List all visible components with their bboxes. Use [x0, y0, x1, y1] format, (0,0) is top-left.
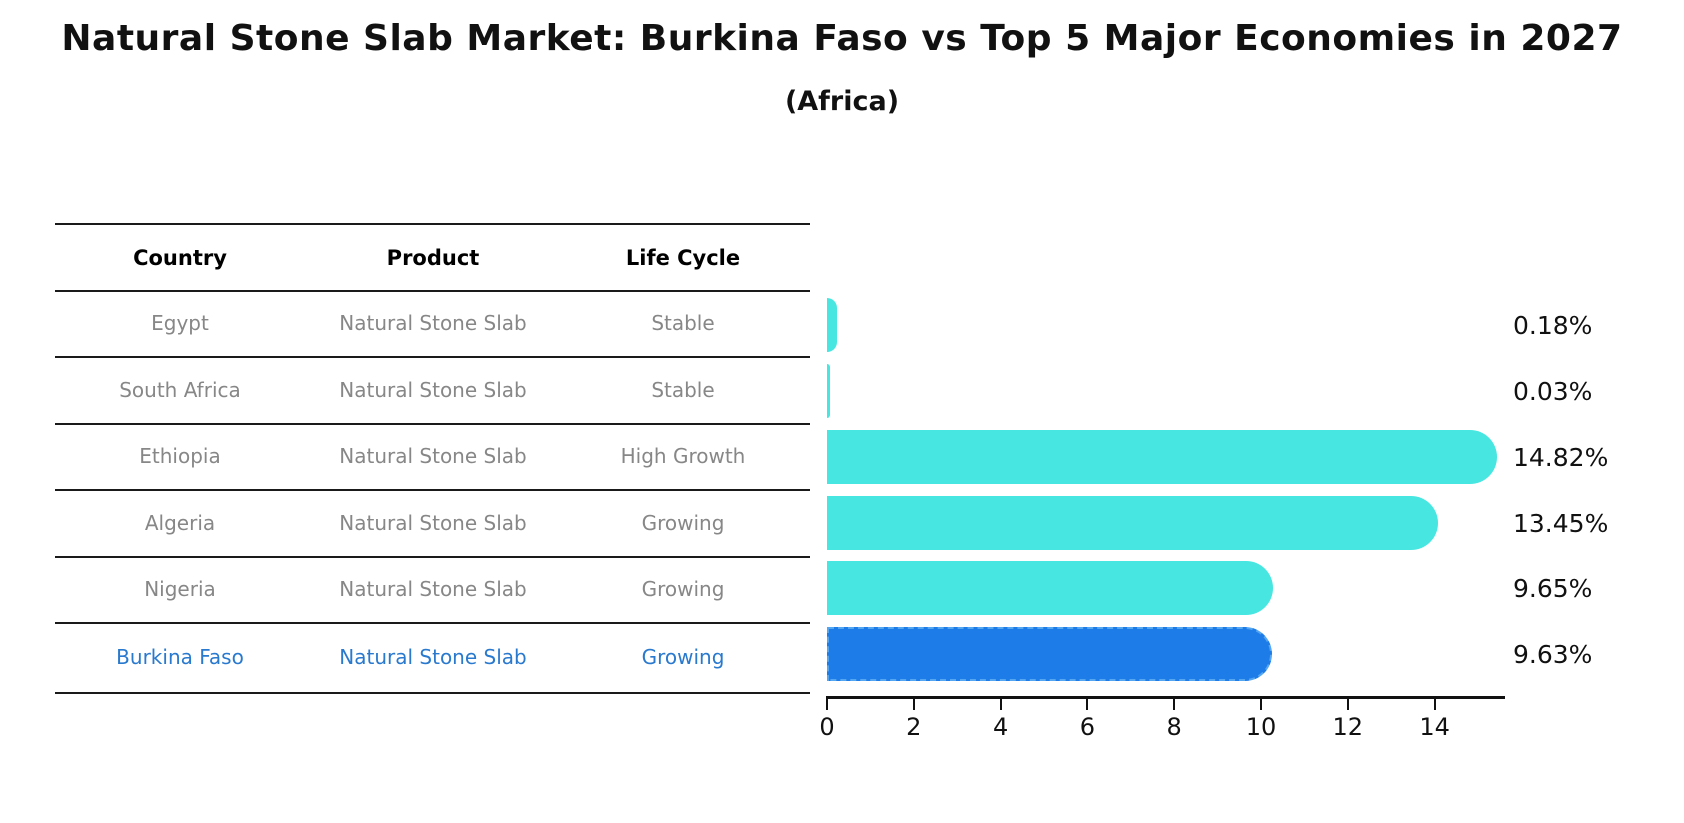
cell-country: Algeria — [144, 510, 216, 535]
x-tick-label: 0 — [819, 713, 835, 741]
cell-product: Natural Stone Slab — [339, 377, 527, 402]
x-tick-mark — [1086, 699, 1089, 710]
cell-product: Natural Stone Slab — [339, 311, 527, 335]
x-tick-label: 6 — [1079, 713, 1096, 741]
table-row-highlighted: Burkina Faso Natural Stone Slab Growing — [55, 622, 810, 692]
table-header-row: Country Product Life Cycle — [55, 225, 810, 290]
cell-country: Nigeria — [144, 577, 216, 601]
x-tick-label: 8 — [1166, 713, 1182, 741]
x-axis-line — [826, 696, 1505, 699]
table-bottom-line — [55, 692, 810, 694]
cell-country: Egypt — [151, 311, 209, 335]
x-tick-mark — [912, 699, 915, 710]
value-label-algeria: 13.45% — [1513, 508, 1609, 538]
cell-life-cycle: Growing — [641, 577, 725, 601]
x-tick-label: 4 — [992, 713, 1009, 741]
header-life-cycle: Life Cycle — [625, 245, 741, 270]
bar-ethiopia — [827, 430, 1498, 484]
x-tick-mark — [1173, 699, 1176, 710]
table-row-line — [55, 356, 810, 358]
value-label-egypt: 0.18% — [1513, 310, 1593, 340]
table-row-line — [55, 489, 810, 491]
table-row-line — [55, 556, 810, 558]
x-tick-label: 2 — [906, 713, 922, 741]
chart-title: Natural Stone Slab Market: Burkina Faso … — [61, 18, 1623, 59]
table-row: Egypt Natural Stone Slab Stable — [55, 290, 810, 356]
table-header-line — [55, 290, 810, 292]
table-row: Algeria Natural Stone Slab Growing — [55, 489, 810, 556]
value-label-ethiopia: 14.82% — [1513, 442, 1609, 472]
x-tick-mark — [826, 699, 828, 710]
value-label-nigeria: 9.65% — [1513, 573, 1593, 603]
table-row: South Africa Natural Stone Slab Stable — [55, 356, 810, 423]
x-tick-mark — [1433, 699, 1436, 710]
table-row: Nigeria Natural Stone Slab Growing — [55, 556, 810, 622]
header-country: Country — [133, 245, 227, 270]
cell-country: Burkina Faso — [116, 645, 244, 669]
bar-burkina-faso — [827, 627, 1272, 681]
x-tick-mark — [999, 699, 1002, 710]
cell-life-cycle: Growing — [641, 510, 725, 535]
bar-egypt — [827, 298, 837, 352]
x-tick-label: 14 — [1419, 713, 1450, 741]
value-label-burkina-faso: 9.63% — [1513, 639, 1593, 669]
x-tick-label: 12 — [1332, 713, 1364, 741]
cell-life-cycle: Growing — [641, 645, 725, 669]
table-row-line — [55, 423, 810, 425]
table-top-line — [55, 223, 810, 225]
x-tick-label: 10 — [1245, 713, 1277, 741]
cell-product: Natural Stone Slab — [339, 645, 527, 669]
x-tick-mark — [1260, 699, 1262, 710]
bar-south-africa — [827, 364, 831, 418]
cell-product: Natural Stone Slab — [339, 444, 527, 468]
cell-life-cycle: High Growth — [620, 444, 746, 468]
cell-product: Natural Stone Slab — [339, 577, 527, 601]
cell-life-cycle: Stable — [651, 377, 715, 402]
bar-algeria — [827, 496, 1438, 550]
value-label-south-africa: 0.03% — [1513, 376, 1593, 406]
header-product: Product — [386, 245, 480, 270]
chart-subtitle: (Africa) — [784, 86, 900, 117]
cell-product: Natural Stone Slab — [339, 510, 527, 535]
x-tick-mark — [1346, 699, 1349, 710]
table-row: Ethiopia Natural Stone Slab High Growth — [55, 423, 810, 489]
cell-country: Ethiopia — [139, 444, 221, 468]
cell-life-cycle: Stable — [651, 311, 715, 335]
bar-nigeria — [827, 561, 1273, 615]
table-row-line — [55, 622, 810, 624]
cell-country: South Africa — [119, 377, 241, 402]
